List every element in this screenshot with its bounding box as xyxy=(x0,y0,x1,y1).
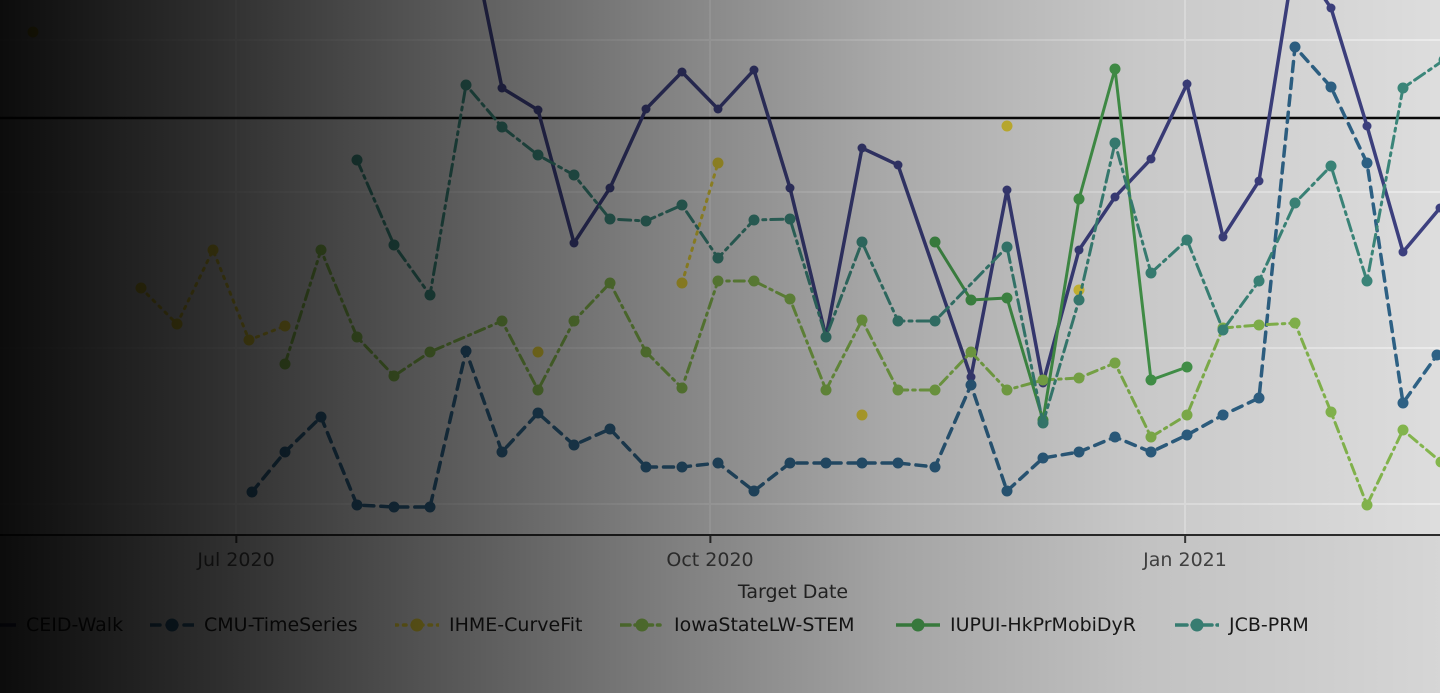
legend-marker-cmu-timeseries-icon xyxy=(150,618,194,632)
tick-mark xyxy=(234,536,237,543)
legend-label: IUPUI-HkPrMobiDyR xyxy=(950,614,1136,636)
legend-label: IHME-CurveFit xyxy=(449,614,583,636)
legend-marker-ceid-walk-icon xyxy=(0,623,16,627)
legend-label: IowaStateLW-STEM xyxy=(674,614,855,636)
legend-item-jcb-prm[interactable]: JCB-PRM xyxy=(1175,611,1309,639)
legend-marker-iowastatelw-stem-icon xyxy=(620,618,664,632)
x-tick-oct-2020: Oct 2020 xyxy=(666,536,754,571)
plot-area[interactable] xyxy=(0,0,1440,536)
legend-item-iupui-hkprmobidyr[interactable]: IUPUI-HkPrMobiDyR xyxy=(896,611,1136,639)
x-axis: Jul 2020 Oct 2020 Jan 2021 xyxy=(0,536,1440,580)
tick-mark xyxy=(709,536,711,543)
legend-marker-iupui-hkprmobidyr-icon xyxy=(896,618,940,632)
legend-marker-ihme-curvefit-icon xyxy=(395,618,439,632)
tick-mark xyxy=(1184,536,1186,543)
legend-item-ceid-walk[interactable]: CEID-Walk xyxy=(0,611,123,639)
legend-item-iowastatelw-stem[interactable]: IowaStateLW-STEM xyxy=(620,611,854,639)
legend-item-cmu-timeseries[interactable]: CMU-TimeSeries xyxy=(150,611,358,639)
tick-label: Jan 2021 xyxy=(1143,549,1227,571)
legend-label: CEID-Walk xyxy=(26,614,124,636)
legend-label: CMU-TimeSeries xyxy=(204,614,358,636)
x-tick-jan-2021: Jan 2021 xyxy=(1143,536,1227,571)
x-axis-title: Target Date xyxy=(737,581,849,603)
plot-svg[interactable] xyxy=(0,0,1440,536)
legend-label: JCB-PRM xyxy=(1229,614,1309,636)
x-tick-jul-2020: Jul 2020 xyxy=(197,536,275,571)
legend: CEID-Walk CMU-TimeSeries IHME-CurveFit I… xyxy=(0,611,1440,643)
tick-label: Jul 2020 xyxy=(197,549,275,571)
tick-label: Oct 2020 xyxy=(666,549,754,571)
legend-item-ihme-curvefit[interactable]: IHME-CurveFit xyxy=(395,611,582,639)
legend-marker-jcb-prm-icon xyxy=(1175,618,1219,632)
